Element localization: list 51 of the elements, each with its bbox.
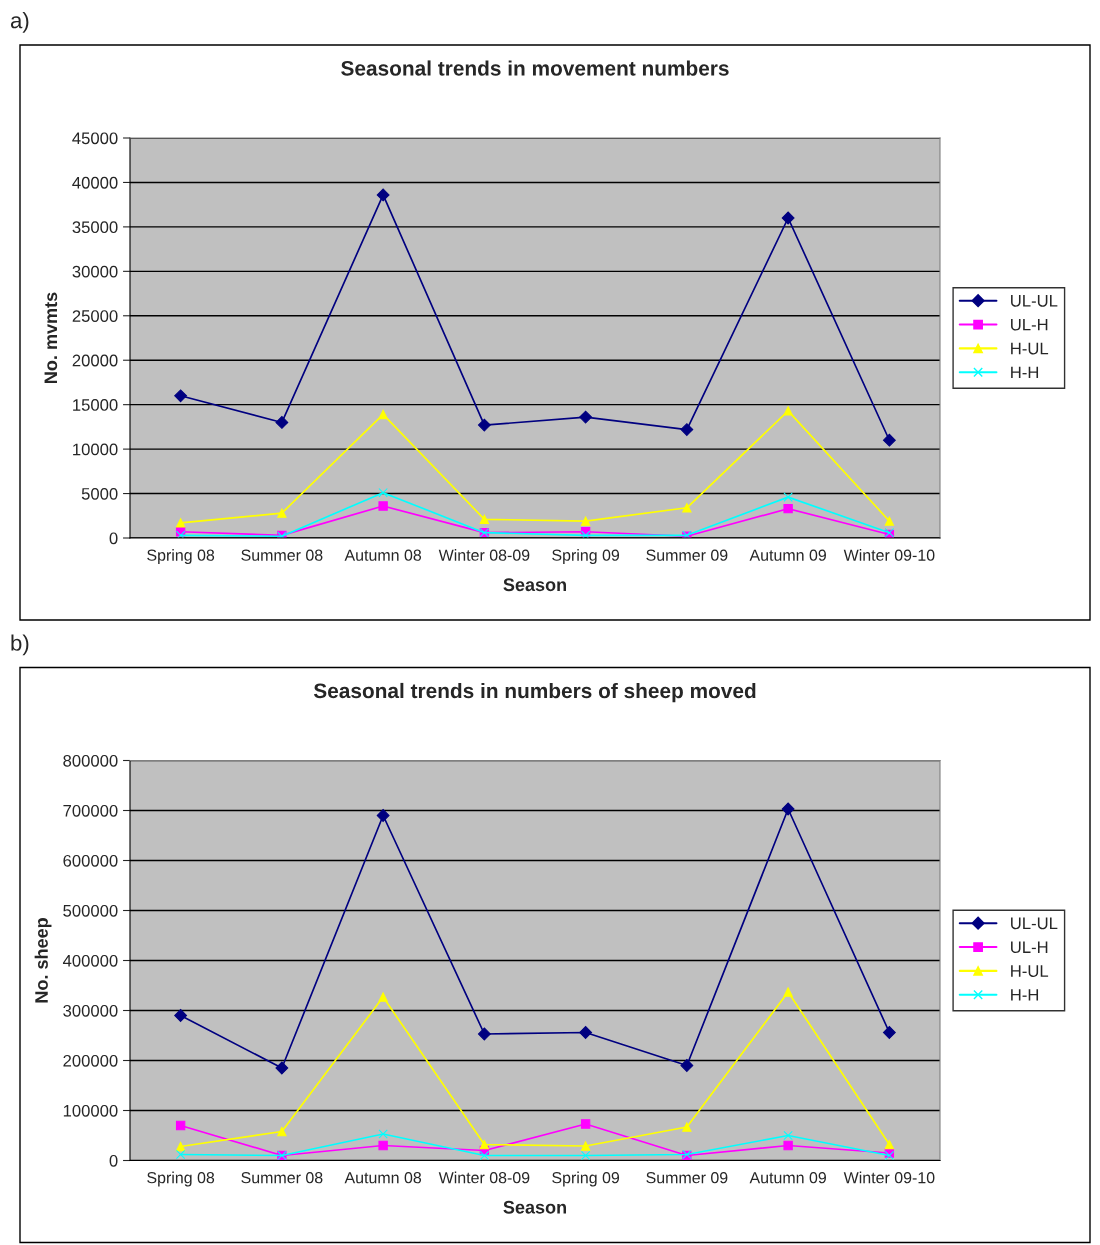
y-tick-label: 20000	[72, 354, 118, 367]
chart-title: Seasonal trends in numbers of sheep moved	[313, 682, 756, 703]
x-tick-label: Spring 09	[552, 1171, 620, 1187]
legend-label: UL-H	[1011, 941, 1048, 954]
y-tick-label: 30000	[72, 265, 118, 278]
y-tick-label: 600000	[63, 854, 118, 867]
legend-label: H-H	[1011, 366, 1039, 379]
legend-label: H-H	[1011, 989, 1039, 1001]
y-tick-label: 800000	[63, 754, 118, 767]
x-tick-label: Winter 09-10	[843, 1171, 935, 1184]
x-tick-label: Summer 08	[241, 549, 323, 561]
x-tick-label: Winter 08-09	[438, 549, 530, 561]
chart-title: Seasonal trends in movement numbers	[341, 60, 729, 76]
legend-label: UL-UL	[1011, 917, 1058, 930]
y-tick-label: 0	[109, 1154, 118, 1167]
legend-label: H-UL	[1011, 965, 1049, 977]
legend-label: H-UL	[1011, 342, 1049, 355]
x-tick-label: Autumn 08	[344, 1172, 422, 1184]
y-tick-label: 25000	[72, 310, 118, 322]
x-tick-label: Spring 09	[552, 549, 620, 564]
x-axis-title: Season	[503, 578, 566, 592]
y-tick-label: 300000	[63, 1004, 118, 1017]
x-tick-label: Autumn 09	[749, 1172, 826, 1184]
y-tick-label: 5000	[81, 487, 118, 500]
y-axis-title: No. mvmts	[44, 292, 58, 383]
y-axis-title: No. sheep	[34, 918, 52, 1003]
x-tick-label: Spring 08	[147, 549, 215, 564]
text: b)	[11, 634, 29, 656]
x-tick-label: Autumn 09	[749, 549, 826, 561]
x-tick-label: Summer 08	[241, 1172, 323, 1184]
x-tick-label: Winter 09-10	[843, 549, 935, 561]
y-tick-label: 500000	[63, 904, 118, 917]
y-tick-label: 700000	[63, 804, 118, 817]
x-tick-label: Summer 09	[646, 549, 728, 561]
legend-label: UL-H	[1011, 318, 1048, 331]
legend-label: UL-UL	[1011, 295, 1058, 307]
y-tick-label: 10000	[73, 443, 118, 456]
x-tick-label: Winter 08-09	[438, 1171, 530, 1184]
y-tick-label: 200000	[63, 1054, 118, 1067]
x-tick-label: Summer 09	[646, 1172, 728, 1184]
y-tick-label: 40000	[72, 176, 118, 189]
y-tick-label: 100000	[63, 1104, 118, 1117]
x-tick-label: Autumn 08	[344, 549, 422, 561]
x-tick-label: Spring 08	[147, 1171, 215, 1187]
y-tick-label: 0	[109, 532, 118, 545]
y-tick-label: 45000	[72, 132, 118, 145]
y-tick-label: 400000	[62, 954, 118, 967]
text: a)	[10, 12, 29, 33]
x-axis-title: Season	[503, 1200, 566, 1214]
y-tick-label: 35000	[72, 221, 118, 234]
y-tick-label: 15000	[73, 399, 118, 411]
